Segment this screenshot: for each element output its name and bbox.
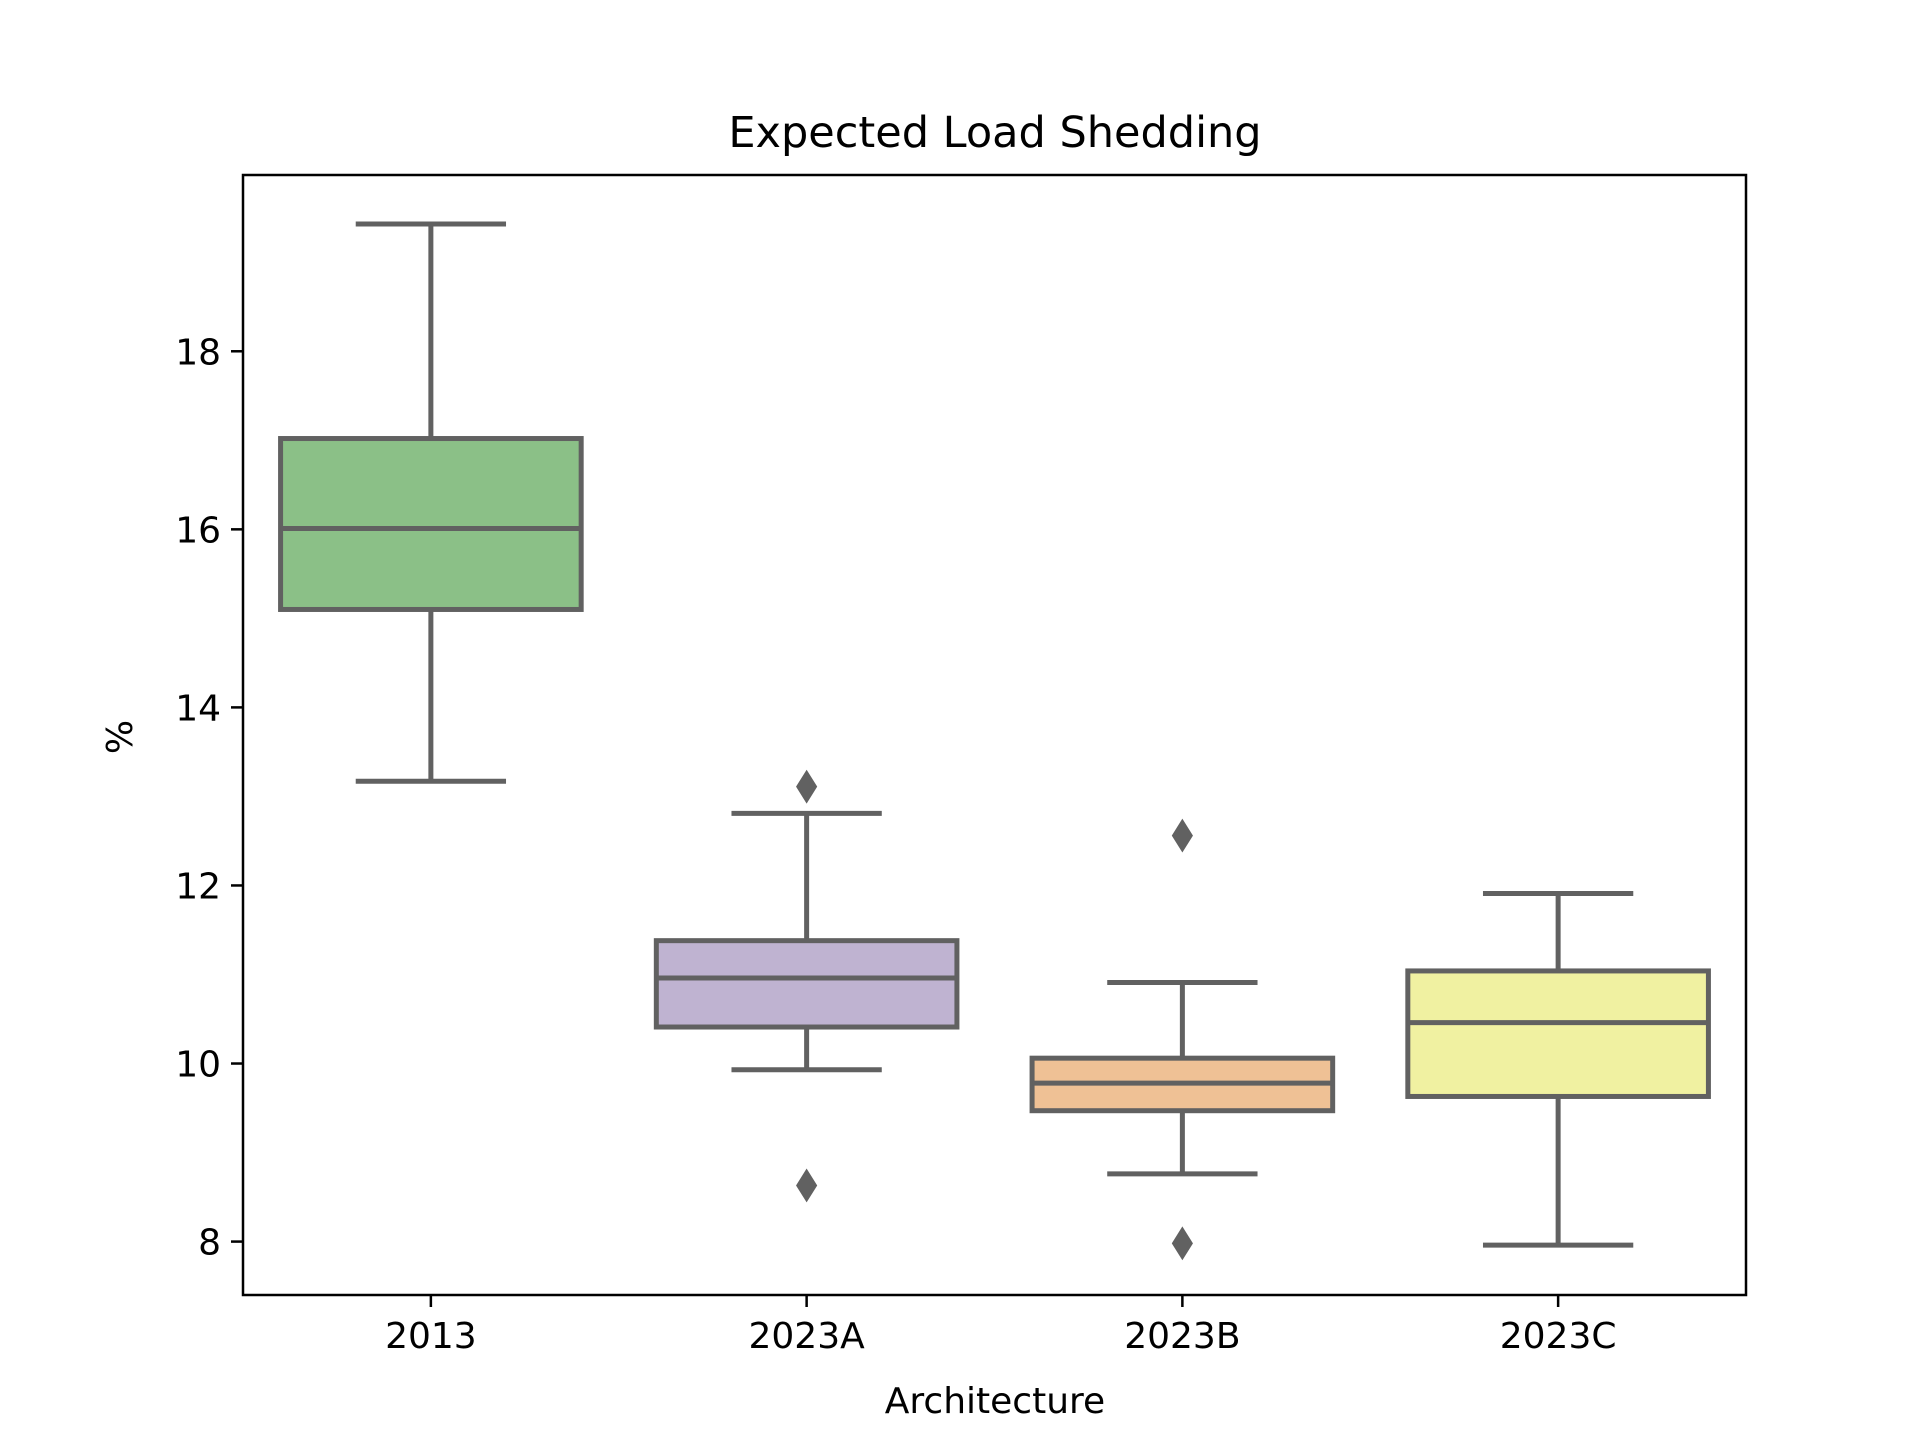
y-tick-label: 18 — [175, 332, 221, 373]
x-tick-label: 2013 — [385, 1316, 477, 1357]
box-iqr — [1405, 968, 1711, 1099]
box-group-2023B — [1029, 818, 1336, 1261]
x-axis: 2013 2023A 2023B 2023C — [385, 1295, 1617, 1357]
outlier-point — [796, 1168, 818, 1203]
y-axis-title: % — [100, 720, 141, 754]
box-group-2023C — [1405, 890, 1711, 1248]
plot-frame — [241, 173, 1748, 1297]
boxes-layer — [278, 221, 1711, 1261]
box-group-2013 — [278, 221, 584, 784]
box-iqr — [278, 436, 584, 612]
y-tick-label: 16 — [175, 510, 221, 551]
y-tick-label: 14 — [175, 688, 221, 729]
x-axis-title: Architecture — [885, 1381, 1105, 1422]
outlier-point — [1171, 1226, 1193, 1261]
box-group-2023A — [653, 769, 960, 1203]
x-tick-label: 2023B — [1124, 1316, 1240, 1357]
y-tick-label: 10 — [175, 1045, 221, 1086]
x-tick-label: 2023A — [749, 1316, 866, 1357]
y-tick-label: 8 — [198, 1223, 221, 1264]
outlier-point — [796, 769, 818, 804]
box-iqr — [653, 938, 960, 1030]
y-axis: 8 10 12 14 16 18 — [175, 332, 243, 1264]
x-tick-label: 2023C — [1500, 1316, 1617, 1357]
chart-title: Expected Load Shedding — [728, 108, 1261, 158]
outlier-point — [1171, 818, 1193, 853]
y-tick-label: 12 — [175, 866, 221, 907]
